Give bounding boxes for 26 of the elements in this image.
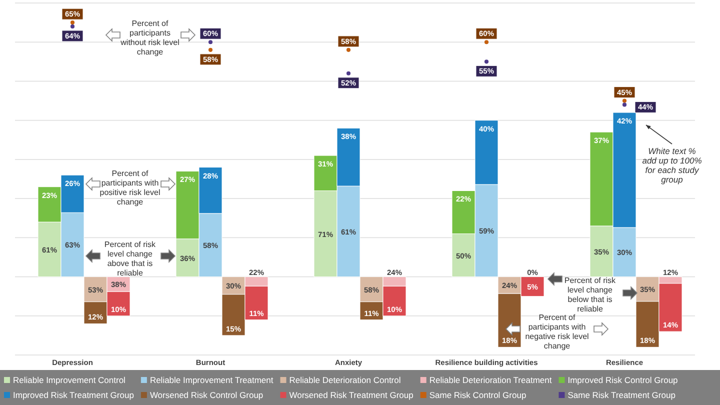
legend-label: Improved Risk Treatment Group bbox=[13, 390, 134, 400]
annotation: Percent of participants without risk level change bbox=[120, 19, 180, 56]
point bbox=[70, 24, 75, 28]
point bbox=[208, 48, 213, 52]
point bbox=[70, 20, 75, 25]
point bbox=[484, 40, 489, 44]
point bbox=[622, 102, 627, 107]
point bbox=[484, 60, 489, 64]
annotation: White text % add up to 100% for each study group bbox=[642, 146, 702, 184]
legend-label: Worsened Risk Control Group bbox=[150, 390, 264, 400]
annotation: Percent of participants with negative risk level change bbox=[525, 313, 590, 350]
legend-label: Same Risk Control Group bbox=[429, 390, 526, 400]
annotation: Percent of risk level change above that is reliable bbox=[104, 240, 157, 278]
annotation: Percent of risk level change below that is reliable bbox=[564, 276, 617, 314]
annotation: Percent of participants with positive risk level change bbox=[100, 169, 160, 206]
legend-label: Improved Risk Control Group bbox=[568, 375, 678, 385]
legend-label: Worsened Risk Treatment Group bbox=[289, 390, 414, 400]
point bbox=[346, 71, 351, 76]
point bbox=[622, 98, 627, 103]
legend-label: Reliable Improvement Treatment bbox=[150, 375, 274, 385]
legend-label: Reliable Deterioration Treatment bbox=[429, 375, 552, 385]
legend-label: Same Risk Treatment Group bbox=[568, 390, 676, 400]
legend-label: Reliable Deterioration Control bbox=[289, 375, 401, 385]
point bbox=[346, 48, 351, 52]
point bbox=[208, 40, 213, 44]
legend-label: Reliable Improvement Control bbox=[13, 375, 126, 385]
